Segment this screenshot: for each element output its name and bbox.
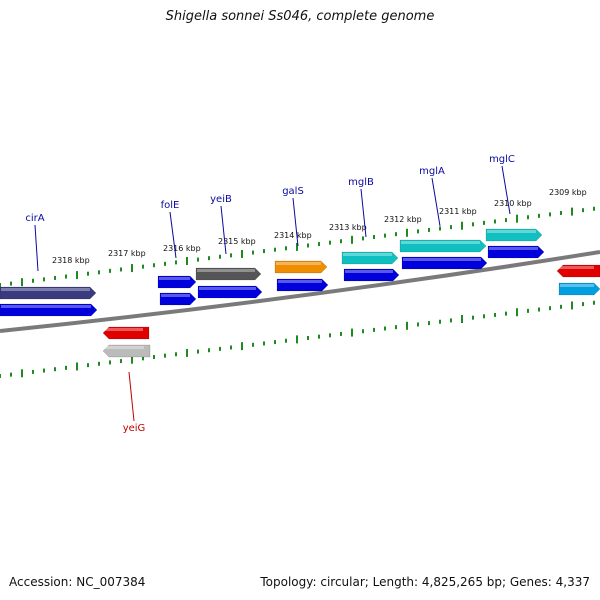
genome-backbone (0, 250, 600, 333)
scale-label: 2314 kbp (274, 231, 312, 240)
feature-cds-galS (276, 278, 329, 292)
feature-cds-mglA (401, 256, 488, 270)
feature-cds-mglB (343, 268, 400, 282)
feature-gene-folE (157, 275, 197, 289)
leader-line (501, 165, 511, 215)
feature-highlight (1, 305, 91, 308)
feature-highlight (1, 288, 90, 291)
feature-highlight (560, 284, 594, 287)
feature-track (0, 228, 600, 358)
gene-label-leaders (34, 165, 511, 422)
leader-line-minus (128, 371, 135, 422)
feature-highlight (104, 328, 143, 331)
feature-gene-galS (274, 260, 328, 274)
leader-line (220, 205, 227, 255)
leader-line (360, 188, 367, 238)
gene-label-plus: mglB (348, 177, 374, 188)
topology-text: Topology: circular; Length: 4,825,265 bp… (260, 575, 590, 589)
gene-label-plus: folE (161, 200, 180, 211)
feature-cds-yeiB (197, 285, 263, 299)
feature-highlight (161, 294, 190, 297)
leader-line (34, 224, 39, 272)
gene-label-plus: mglC (489, 154, 515, 165)
feature-highlight (345, 270, 393, 273)
feature-highlight (489, 247, 538, 250)
accession-text: Accession: NC_007384 (9, 575, 146, 589)
feature-highlight (278, 280, 322, 283)
scale-label: 2316 kbp (163, 244, 201, 253)
gene-label-plus: cirA (25, 213, 44, 224)
scale-label: 2317 kbp (108, 249, 146, 258)
gene-label-plus: mglA (419, 166, 445, 177)
scale-label: 2315 kbp (218, 237, 256, 246)
scale-label: 2318 kbp (52, 256, 90, 265)
leader-line (292, 197, 299, 247)
feature-cds-mglC (487, 245, 545, 259)
feature-highlight (558, 266, 594, 269)
feature-highlight (276, 262, 321, 265)
feature-gene-mglB (341, 251, 399, 265)
feature-cds-yeiG (102, 344, 151, 358)
outer-tick-track (0, 206, 595, 287)
feature-gene-mglC (485, 228, 543, 242)
gene-label-plus: galS (282, 186, 304, 197)
feature-gene-yeiG (102, 326, 150, 340)
scale-label: 2309 kbp (549, 188, 587, 197)
feature-cds-cirA (0, 303, 98, 317)
feature-gene-yeiB (195, 267, 262, 281)
map-title: Shigella sonnei Ss046, complete genome (165, 9, 435, 24)
feature-gene-right-red (556, 264, 600, 278)
scale-labels: 2318 kbp 2317 kbp 2316 kbp 2315 kbp 2314 kbp… (52, 188, 587, 265)
feature-highlight (343, 253, 392, 256)
feature-highlight (401, 241, 480, 244)
leader-line (431, 177, 441, 227)
gene-label-plus: yeiB (210, 194, 232, 205)
gene-label-minus: yeiG (123, 423, 146, 434)
feature-highlight (403, 258, 481, 261)
feature-highlight (104, 346, 144, 349)
inner-tick-track (0, 300, 595, 378)
feature-highlight (487, 230, 536, 233)
scale-label: 2313 kbp (329, 223, 367, 232)
feature-highlight (159, 277, 190, 280)
leader-line (169, 211, 177, 259)
scale-label: 2310 kbp (494, 199, 532, 208)
feature-highlight (199, 287, 256, 290)
scale-label: 2311 kbp (439, 207, 477, 216)
feature-highlight (197, 269, 255, 272)
feature-gene-mglA (399, 239, 487, 253)
feature-cds-folE (159, 292, 197, 306)
scale-label: 2312 kbp (384, 215, 422, 224)
gene-labels: cirA folE yeiB galS mglB mglA mglC yeiG (25, 154, 515, 434)
feature-gene-right-cyan (558, 282, 600, 296)
feature-gene-cirA (0, 286, 97, 300)
